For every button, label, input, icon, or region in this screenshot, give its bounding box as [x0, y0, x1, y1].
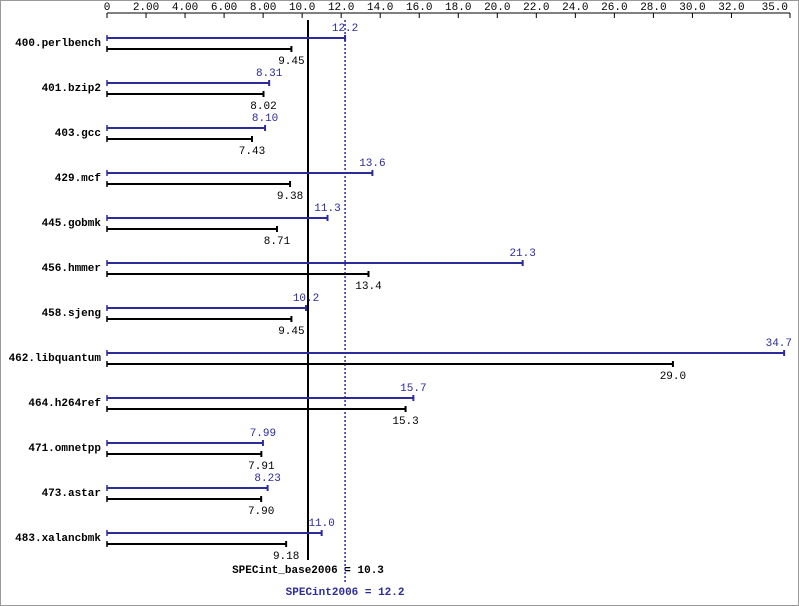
category-label: 456.hmmer	[42, 263, 101, 275]
value-label: 13.6	[359, 158, 385, 170]
value-label: 9.38	[277, 191, 303, 203]
reference-label: SPECint2006 = 12.2	[286, 587, 405, 599]
value-label: 7.90	[248, 506, 274, 518]
value-label: 15.3	[392, 416, 418, 428]
x-tick-label: 14.0	[367, 2, 393, 14]
x-tick-label: 20.0	[484, 2, 510, 14]
value-label: 21.3	[509, 248, 535, 260]
category-label: 471.omnetpp	[28, 443, 101, 455]
category-label: 462.libquantum	[9, 353, 102, 365]
value-label: 8.02	[250, 101, 276, 113]
x-tick-label: 16.0	[406, 2, 432, 14]
value-label: 8.31	[256, 68, 283, 80]
x-tick-label: 12.0	[328, 2, 354, 14]
value-label: 8.10	[252, 113, 278, 125]
value-label: 13.4	[355, 281, 382, 293]
value-label: 11.3	[314, 203, 340, 215]
x-tick-label: 0	[104, 2, 111, 14]
x-tick-label: 28.0	[640, 2, 666, 14]
value-label: 34.7	[766, 338, 792, 350]
value-label: 10.2	[293, 293, 319, 305]
x-tick-label: 10.0	[289, 2, 315, 14]
category-label: 464.h264ref	[28, 398, 101, 410]
x-tick-label: 26.0	[601, 2, 627, 14]
value-label: 7.91	[248, 461, 275, 473]
x-tick-label: 35.0	[762, 2, 788, 14]
category-label: 429.mcf	[55, 173, 102, 185]
reference-label: SPECint_base2006 = 10.3	[232, 565, 384, 577]
category-label: 473.astar	[42, 488, 101, 500]
x-tick-label: 24.0	[562, 2, 588, 14]
value-label: 7.43	[239, 146, 265, 158]
category-label: 458.sjeng	[42, 308, 101, 320]
x-tick-label: 8.00	[250, 2, 276, 14]
category-label: 445.gobmk	[42, 218, 102, 230]
value-label: 9.45	[278, 326, 304, 338]
value-label: 11.0	[308, 518, 334, 530]
x-tick-label: 4.00	[172, 2, 198, 14]
value-label: 8.23	[254, 473, 280, 485]
x-tick-label: 2.00	[133, 2, 159, 14]
category-label: 401.bzip2	[42, 83, 101, 95]
value-label: 15.7	[400, 383, 426, 395]
value-label: 9.45	[278, 56, 304, 68]
category-label: 403.gcc	[55, 128, 101, 140]
value-label: 12.2	[332, 23, 358, 35]
x-tick-label: 30.0	[679, 2, 705, 14]
x-tick-label: 6.00	[211, 2, 237, 14]
category-label: 400.perlbench	[15, 38, 101, 50]
value-label: 9.18	[273, 551, 299, 563]
x-tick-label: 32.0	[718, 2, 744, 14]
category-label: 483.xalancbmk	[15, 533, 101, 545]
x-tick-label: 18.0	[445, 2, 471, 14]
value-label: 7.99	[250, 428, 276, 440]
value-label: 8.71	[264, 236, 291, 248]
value-label: 29.0	[660, 371, 686, 383]
x-tick-label: 22.0	[523, 2, 549, 14]
